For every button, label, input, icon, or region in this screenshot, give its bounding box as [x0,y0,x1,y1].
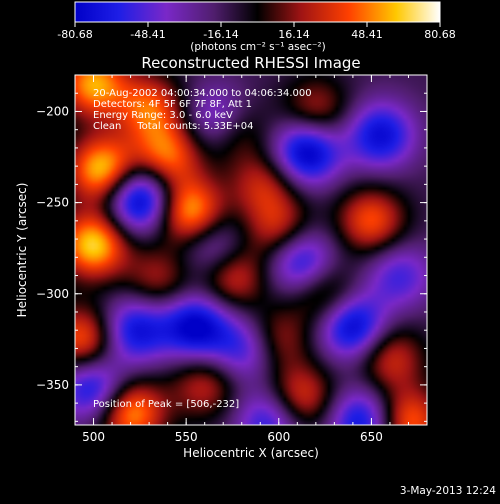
y-tick-label: −300 [36,287,69,301]
heatmap-image-container [75,75,427,425]
chart-title: Reconstructed RHESSI Image [141,54,360,72]
x-tick-label: 600 [267,430,290,444]
colorbar-tick-label: 16.14 [278,28,310,41]
x-tick-label: 650 [360,430,383,444]
x-tick-label: 550 [175,430,198,444]
y-tick-label: −350 [36,378,69,392]
x-tick-label: 500 [82,430,105,444]
colorbar-tick-label: -80.68 [57,28,92,41]
colorbar-tick-label: 80.68 [424,28,456,41]
colorbar-tick-label: -16.14 [203,28,238,41]
colorbar-tick-label: 48.41 [351,28,383,41]
colorbar-tick-label: -48.41 [130,28,165,41]
info-time-range: 20-Aug-2002 04:00:34.000 to 04:06:34.000 [93,88,312,99]
info-energy-range: Energy Range: 3.0 - 6.0 keV [93,110,233,121]
timestamp-footer: 3-May-2013 12:24 [400,485,496,497]
observation-info: 20-Aug-2002 04:00:34.000 to 04:06:34.000… [93,88,312,132]
y-tick-label: −200 [36,104,69,118]
peak-position-label: Position of Peak = [506,-232] [93,399,239,410]
heatmap-canvas [75,75,427,425]
colorbar-unit-label: (photons cm⁻² s⁻¹ asec⁻²) [190,41,325,53]
y-tick-label: −250 [36,196,69,210]
heatmap-plot [75,75,427,425]
info-clean-counts: Clean Total counts: 5.33E+04 [93,121,253,132]
colorbar-gradient [74,1,441,23]
axes: 500 550 600 650 −200 −250 −300 −350 [36,74,428,444]
y-axis-label: Heliocentric Y (arcsec) [15,183,29,318]
info-detectors: Detectors: 4F 5F 6F 7F 8F, Att 1 [93,99,252,110]
x-axis-label: Heliocentric X (arcsec) [183,446,319,460]
plot-frame [74,74,428,426]
colorbar-ticks [74,22,441,27]
colorbar: -80.68 -48.41 -16.14 16.14 48.41 80.68 (… [57,1,456,53]
